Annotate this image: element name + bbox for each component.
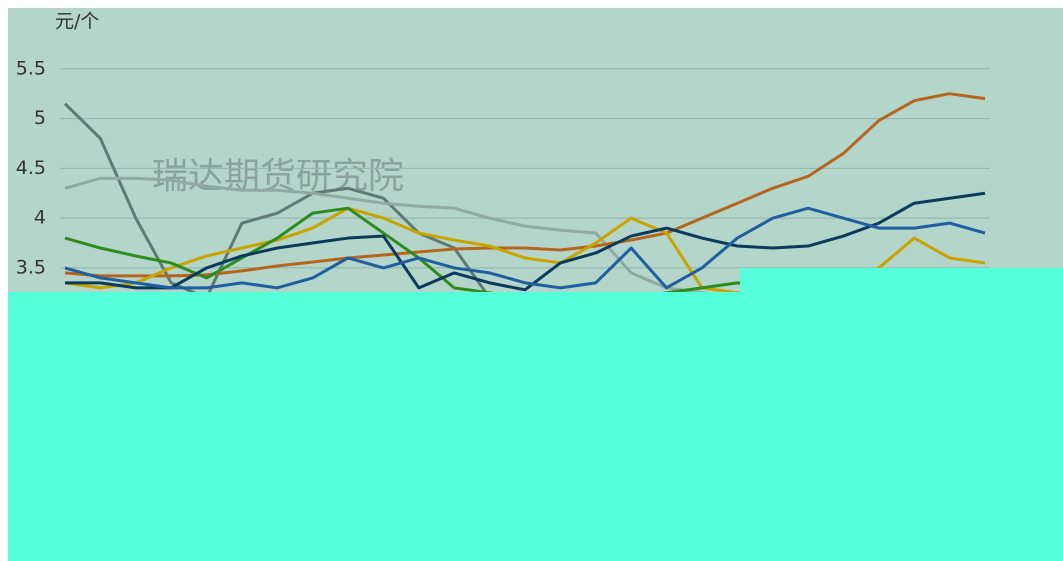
y-tick-label: 4 — [34, 207, 46, 229]
y-tick-label: 5 — [34, 107, 46, 129]
series-line — [64, 206, 986, 290]
series-line — [64, 92, 986, 278]
y-axis-label: 元/个 — [55, 11, 99, 33]
y-tick-label: 5.5 — [16, 57, 46, 79]
y-tick-label: 3.5 — [16, 256, 46, 278]
glitch-block — [8, 268, 1063, 561]
series-line — [65, 191, 986, 292]
y-tick-label: 4.5 — [16, 157, 46, 179]
